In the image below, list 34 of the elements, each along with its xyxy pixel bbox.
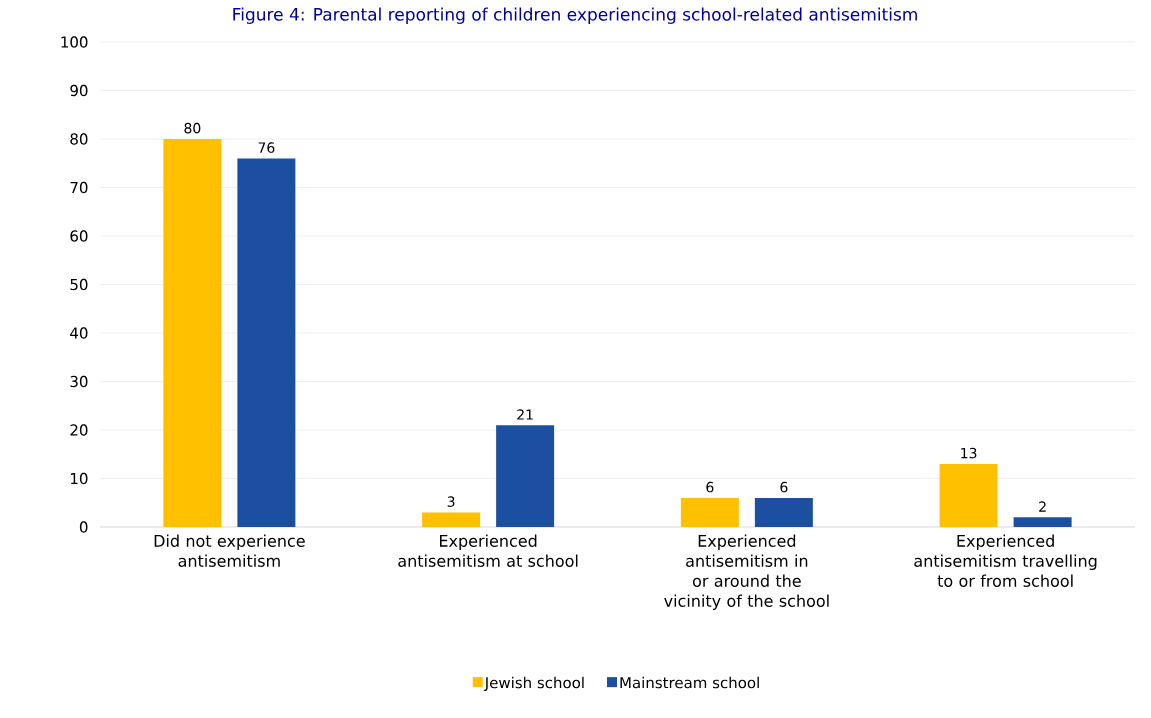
data-label: 6 [706,481,714,493]
y-tick-label: 40 [70,327,88,339]
bar [939,463,998,527]
data-label: 76 [258,142,275,153]
x-tick-label: Did not experience antisemitism [154,534,305,567]
bar [422,512,481,527]
data-label: 2 [1039,501,1046,512]
bar [237,158,296,527]
data-label: 3 [447,496,455,507]
data-label: 80 [184,122,201,134]
y-tick-label: 100 [61,36,88,48]
y-tick-label: 30 [70,375,88,388]
y-tick-label: 10 [71,472,88,485]
y-tick-label: 0 [79,521,88,533]
y-tick-label: 60 [70,230,88,242]
legend-label: Jewish school [483,676,584,692]
data-label: 21 [517,409,533,420]
y-tick-label: 50 [70,278,88,291]
y-tick-label: 90 [70,84,88,97]
x-tick-label: Experienced antisemitism at school [398,534,578,567]
bar [496,425,555,527]
bar [163,139,222,527]
data-label: 13 [961,447,977,459]
bar [680,497,739,527]
x-tick-label: Experienced antisemitism in or around the vicinity of the school [664,534,829,611]
chart-title: Figure 4: Parental reporting of children experiencing school-related antisemitism [233,7,917,24]
legend-label: Mainstream school [620,676,759,689]
data-label: 6 [780,481,788,493]
y-tick-label: 80 [70,133,88,145]
y-tick-label: 20 [70,424,88,436]
x-tick-label: Experienced antisemitism travelling to or from school [914,534,1097,587]
y-tick-label: 70 [70,181,88,194]
bar [754,497,813,527]
bar [1013,517,1072,527]
